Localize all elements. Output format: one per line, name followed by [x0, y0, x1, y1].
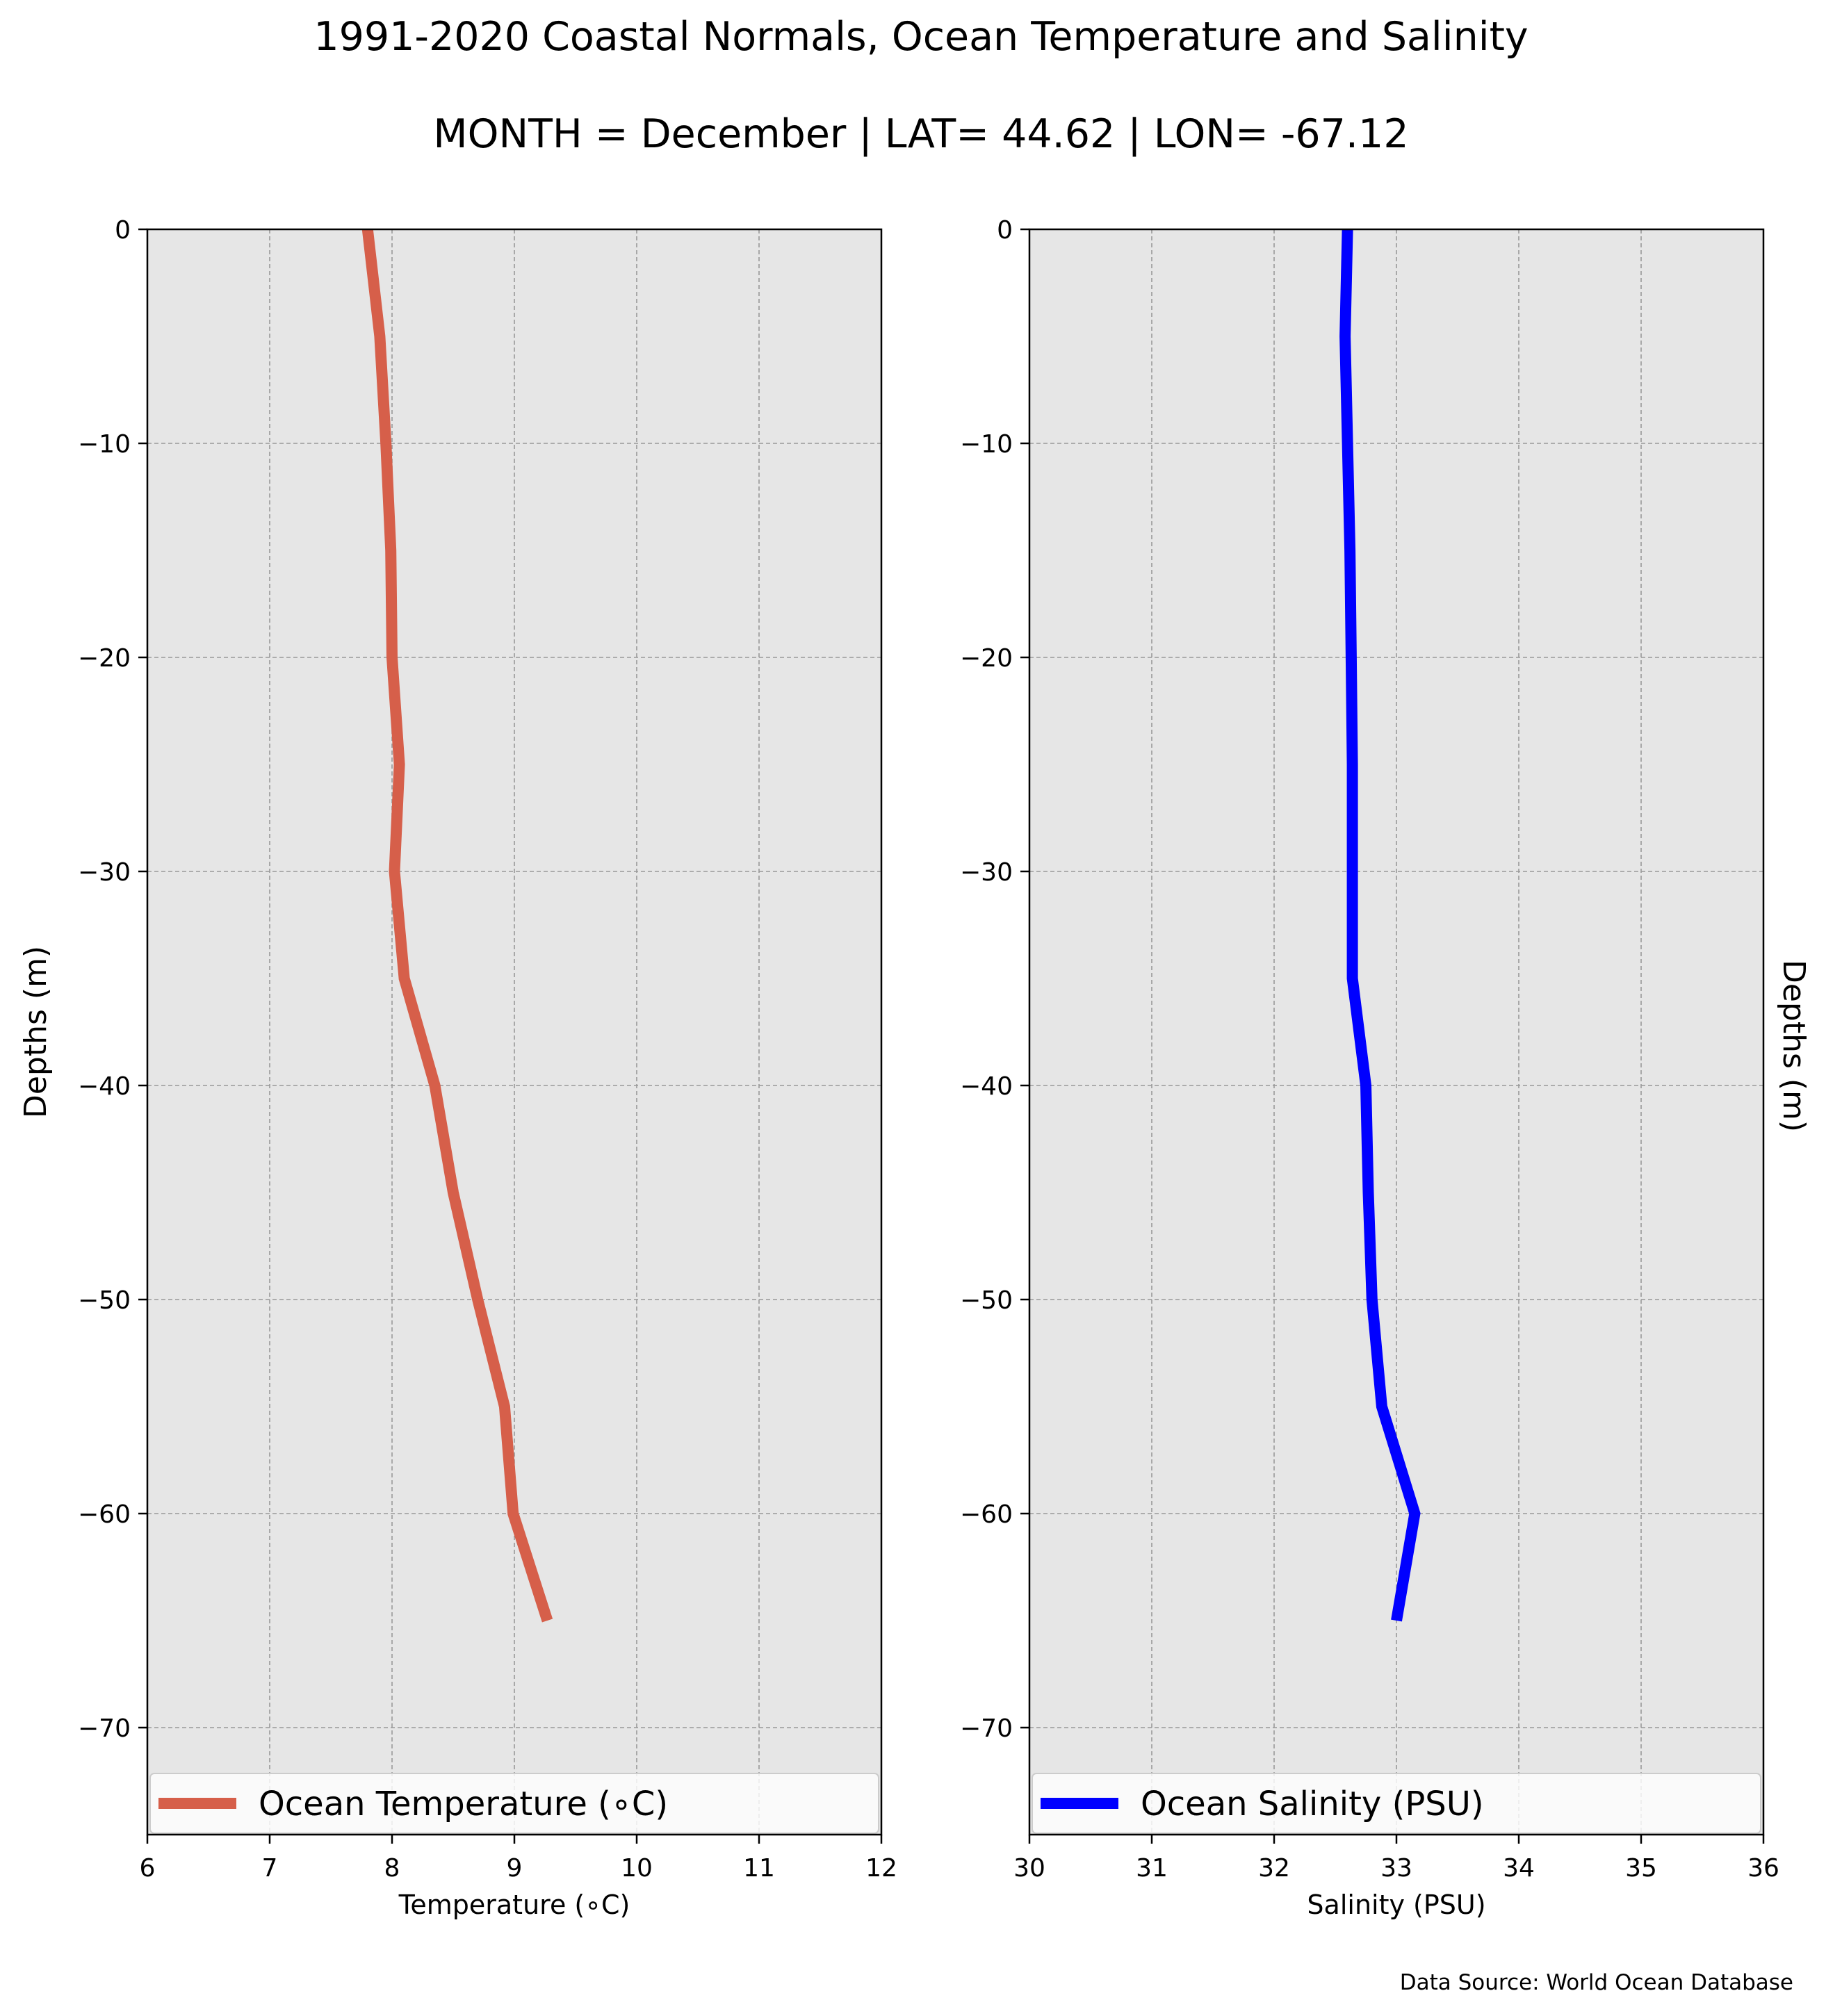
salinity-x-axis-label: Salinity (PSU) [1307, 1890, 1485, 1920]
salinity-x-tick-label: 32 [1258, 1854, 1290, 1883]
temperature-y-tick-label: −50 [78, 1286, 131, 1315]
temperature-legend [149, 1773, 879, 1834]
temperature-y-tick-label: −10 [78, 430, 131, 459]
salinity-y-tick-label: −50 [960, 1286, 1013, 1315]
salinity-panel: Ocean Salinity (PSU) 30 31 32 33 34 35 36 0 −10 −2… [960, 216, 1811, 1920]
temperature-x-tick-label: 9 [507, 1854, 523, 1883]
salinity-y-tick-label: −40 [960, 1072, 1013, 1101]
temperature-x-tick-label: 7 [262, 1854, 278, 1883]
salinity-y-tick-label: −70 [960, 1714, 1013, 1743]
salinity-y-tick-label: −60 [960, 1500, 1013, 1529]
salinity-x-tick-label: 31 [1136, 1854, 1168, 1883]
temperature-y-axis-label: Depths (m) [18, 946, 54, 1118]
chart-title: 1991-2020 Coastal Normals, Ocean Tempera… [313, 14, 1528, 60]
salinity-legend [1032, 1773, 1761, 1834]
data-source-note: Data Source: World Ocean Database [1400, 1970, 1793, 1995]
salinity-y-tick-label: 0 [997, 216, 1013, 245]
temperature-panel: Ocean Temperature (∘C) 6 7 8 9 10 11 12 0 −10 −20 −… [18, 216, 897, 1920]
temperature-x-axis-label: Temperature (∘C) [398, 1890, 630, 1920]
salinity-x-tick-label: 33 [1380, 1854, 1412, 1883]
salinity-y-tick-label: −20 [960, 644, 1013, 673]
temperature-series-line [361, 229, 553, 1623]
temperature-y-tick-label: −40 [78, 1072, 131, 1101]
panels: Ocean Temperature (∘C) 6 7 8 9 10 11 12 0 −10 −20 −… [18, 216, 1811, 1920]
salinity-y-tick-label: −10 [960, 430, 1013, 459]
temperature-y-tick-label: −30 [78, 858, 131, 887]
temperature-x-tick-label: 8 [384, 1854, 400, 1883]
temperature-x-tick-label: 10 [621, 1854, 653, 1883]
salinity-x-tick-label: 35 [1625, 1854, 1657, 1883]
salinity-y-tick-label: −30 [960, 858, 1013, 887]
salinity-x-tick-label: 36 [1747, 1854, 1779, 1883]
temperature-x-tick-label: 12 [865, 1854, 897, 1883]
temperature-x-tick-label: 11 [743, 1854, 775, 1883]
salinity-x-tick-label: 34 [1503, 1854, 1535, 1883]
salinity-y-axis-label: Depths (m) [1776, 960, 1811, 1132]
temperature-legend-label: Ocean Temperature (∘C) [259, 1785, 668, 1824]
salinity-legend-label: Ocean Salinity (PSU) [1141, 1785, 1484, 1824]
temperature-y-tick-label: −20 [78, 644, 131, 673]
temperature-y-tick-label: 0 [115, 216, 131, 245]
temperature-x-tick-label: 6 [140, 1854, 156, 1883]
salinity-series-line [1339, 229, 1421, 1622]
chart-subtitle: MONTH = December | LAT= 44.62 | LON= -67… [433, 111, 1408, 157]
temperature-y-tick-label: −70 [78, 1714, 131, 1743]
salinity-x-tick-label: 30 [1013, 1854, 1045, 1883]
temperature-y-tick-label: −60 [78, 1500, 131, 1529]
